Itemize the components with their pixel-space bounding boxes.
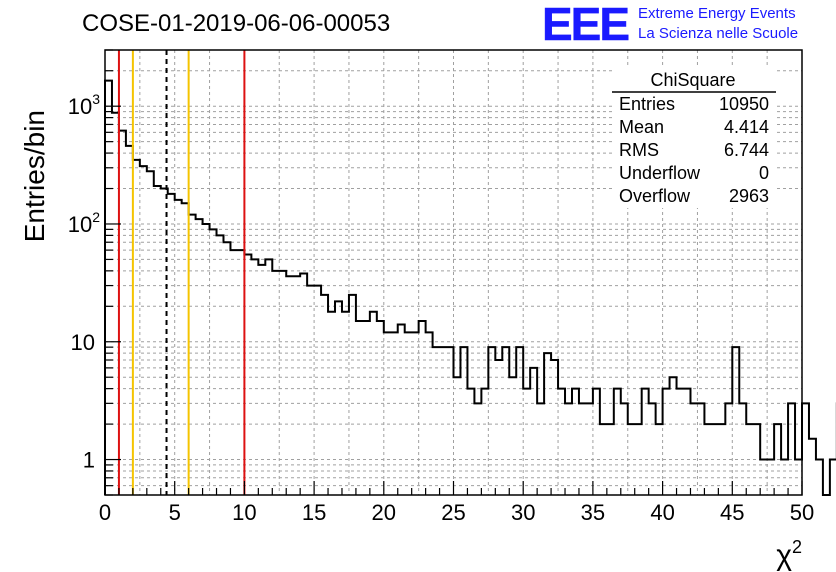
stats-label: Mean <box>619 117 664 137</box>
reference-lines <box>117 50 246 495</box>
stats-label: Overflow <box>619 186 691 206</box>
brand-line-1: Extreme Energy Events <box>638 5 796 22</box>
x-tick-label: 45 <box>720 500 744 525</box>
x-tick-label: 10 <box>232 500 256 525</box>
x-tick-label: 5 <box>169 500 181 525</box>
y-tick-label: 102 <box>68 209 100 237</box>
stats-title: ChiSquare <box>650 70 735 90</box>
stats-value: 2963 <box>729 186 769 206</box>
x-tick-label: 15 <box>302 500 326 525</box>
x-tick-label: 35 <box>581 500 605 525</box>
x-tick-label: 0 <box>99 500 111 525</box>
x-tick-label: 40 <box>650 500 674 525</box>
y-tick-label: 10 <box>71 330 95 355</box>
axis-ticks <box>104 49 803 496</box>
stats-label: RMS <box>619 140 659 160</box>
x-tick-label: 25 <box>441 500 465 525</box>
stats-value: 4.414 <box>724 117 769 137</box>
stats-label: Entries <box>619 94 675 114</box>
x-axis-label: χ2 <box>776 537 802 572</box>
x-tick-labels: 0 5 10 15 20 25 30 35 40 45 50 <box>99 500 814 525</box>
chart-title: COSE-01-2019-06-06-00053 <box>82 10 390 37</box>
x-tick-label: 30 <box>511 500 535 525</box>
y-tick-label: 1 <box>83 448 95 473</box>
x-tick-label: 20 <box>372 500 396 525</box>
y-tick-label: 103 <box>68 91 100 119</box>
stats-box: ChiSquare Entries 10950 Mean 4.414 RMS 6.744 U… <box>612 66 776 208</box>
brand-line-2: La Scienza nelle Scuole <box>638 25 798 42</box>
stats-value: 0 <box>759 163 769 183</box>
stats-label: Underflow <box>619 163 701 183</box>
y-tick-labels: 1 10 102 103 <box>68 91 100 472</box>
x-tick-label: 50 <box>790 500 814 525</box>
histogram-series <box>104 79 836 496</box>
stats-value: 6.744 <box>724 140 769 160</box>
y-axis-label: Entries/bin <box>19 110 50 242</box>
eee-logo: EEE <box>542 0 628 50</box>
stats-value: 10950 <box>719 94 769 114</box>
